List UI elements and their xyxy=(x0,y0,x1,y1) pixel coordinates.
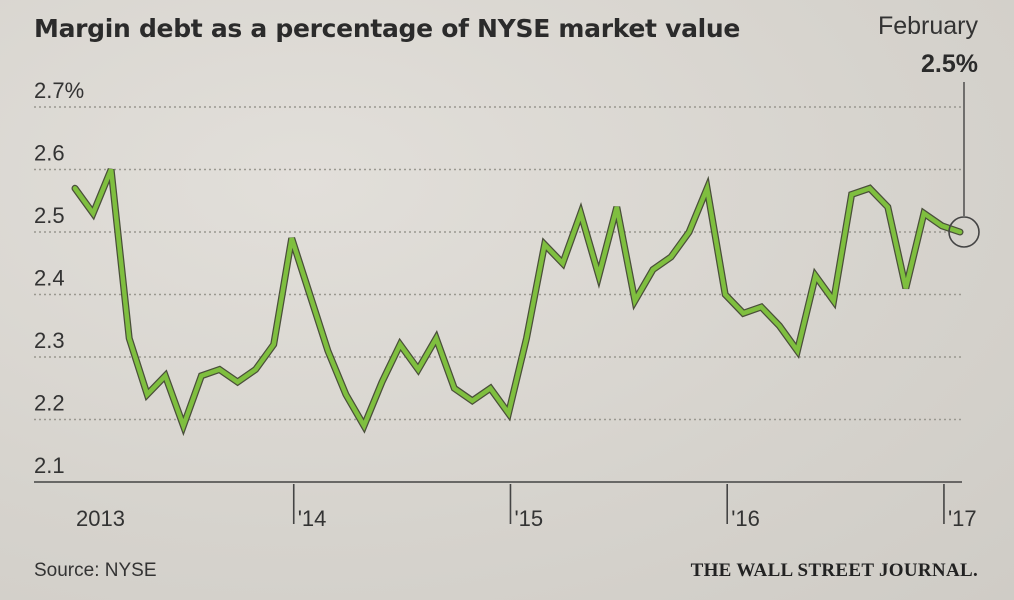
source-note: Source: NYSE xyxy=(34,560,157,581)
callout-label: February xyxy=(877,12,978,40)
y-tick-label: 2.4 xyxy=(34,266,65,291)
series-line-outline xyxy=(71,168,964,437)
chart-title: Margin debt as a percentage of NYSE mark… xyxy=(34,14,741,43)
x-tick-label: '15 xyxy=(514,506,543,531)
annotation-marker xyxy=(948,216,980,248)
y-tick-label: 2.3 xyxy=(34,328,65,353)
x-tick-label: 2013 xyxy=(76,506,125,531)
x-axis: 2013 '14 '15 '16 '17 xyxy=(76,484,977,531)
x-tick-label: '17 xyxy=(948,506,977,531)
x-tick-label: '16 xyxy=(731,506,760,531)
publication-credit: THE WALL STREET JOURNAL. xyxy=(690,560,978,581)
series-line xyxy=(72,168,963,433)
callout-value: 2.5% xyxy=(921,50,978,78)
gridlines xyxy=(34,106,962,483)
y-axis-ticks: 2.7% 2.6 2.5 2.4 2.3 2.2 2.1 xyxy=(34,78,84,478)
y-tick-label: 2.7% xyxy=(34,78,84,103)
y-tick-label: 2.1 xyxy=(34,453,65,478)
annotation xyxy=(948,82,980,248)
x-tick-label: '14 xyxy=(298,506,327,531)
y-tick-label: 2.6 xyxy=(34,141,65,166)
data-series xyxy=(71,168,964,437)
y-tick-label: 2.5 xyxy=(34,203,65,228)
y-tick-label: 2.2 xyxy=(34,391,65,416)
